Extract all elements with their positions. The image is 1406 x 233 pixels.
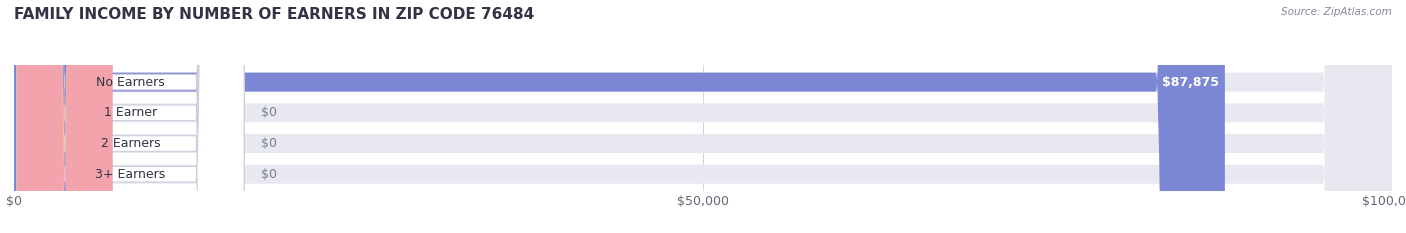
- FancyBboxPatch shape: [17, 0, 112, 233]
- FancyBboxPatch shape: [14, 0, 1392, 233]
- Text: 3+ Earners: 3+ Earners: [96, 168, 166, 181]
- FancyBboxPatch shape: [17, 0, 245, 233]
- FancyBboxPatch shape: [17, 0, 245, 233]
- FancyBboxPatch shape: [14, 0, 1225, 233]
- FancyBboxPatch shape: [14, 0, 1392, 233]
- FancyBboxPatch shape: [14, 0, 1392, 233]
- FancyBboxPatch shape: [17, 0, 112, 233]
- Text: 1 Earner: 1 Earner: [104, 106, 157, 119]
- FancyBboxPatch shape: [17, 0, 245, 233]
- FancyBboxPatch shape: [17, 0, 245, 233]
- FancyBboxPatch shape: [14, 0, 1392, 233]
- Text: FAMILY INCOME BY NUMBER OF EARNERS IN ZIP CODE 76484: FAMILY INCOME BY NUMBER OF EARNERS IN ZI…: [14, 7, 534, 22]
- FancyBboxPatch shape: [17, 0, 112, 233]
- Text: $0: $0: [260, 106, 277, 119]
- Text: 2 Earners: 2 Earners: [101, 137, 160, 150]
- FancyBboxPatch shape: [17, 0, 112, 233]
- Text: Source: ZipAtlas.com: Source: ZipAtlas.com: [1281, 7, 1392, 17]
- Text: $87,875: $87,875: [1163, 76, 1219, 89]
- Text: $0: $0: [260, 137, 277, 150]
- Text: $0: $0: [260, 168, 277, 181]
- Text: No Earners: No Earners: [96, 76, 165, 89]
